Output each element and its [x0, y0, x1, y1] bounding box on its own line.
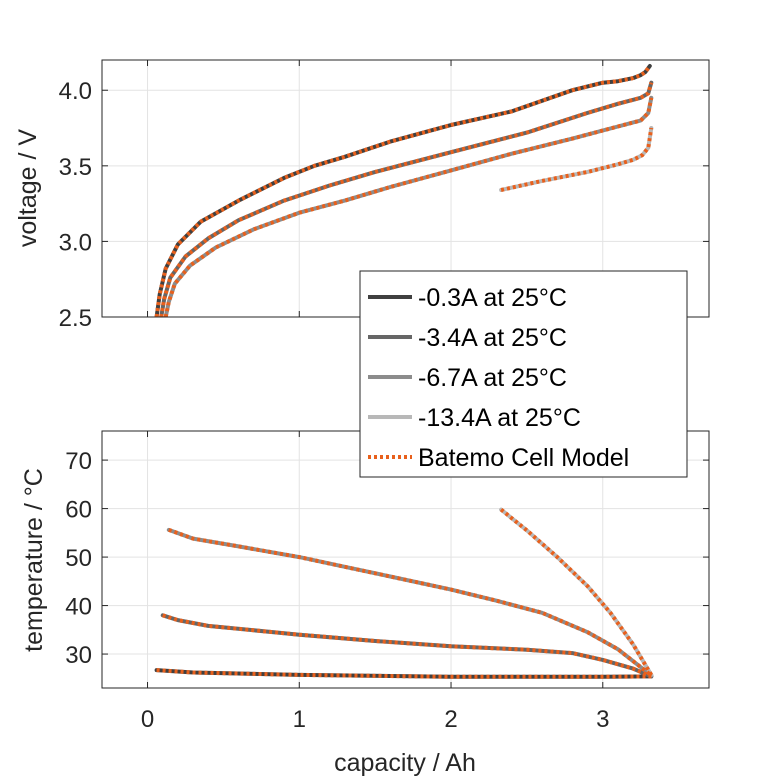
temperature-ylabel: temperature / °C: [20, 468, 48, 652]
temperature-series-group: [154, 507, 654, 679]
x-tick-label: 0: [141, 706, 154, 733]
y-tick-label: 4.0: [59, 78, 92, 105]
y-tick-label: 2.5: [59, 305, 92, 332]
y-tick-label: 3.0: [59, 229, 92, 256]
legend-label-1: -0.3A at 25°C: [418, 284, 567, 312]
model-line-4: [499, 508, 654, 676]
y-tick-label: 70: [65, 448, 92, 475]
model-line-3: [168, 528, 653, 677]
model-line-2: [159, 82, 654, 317]
voltage-series-group: [154, 64, 654, 317]
temperature-ticks: 0 1 2 3 30 40 50 60 70: [65, 431, 709, 733]
x-tick-label: 2: [444, 706, 457, 733]
temperature-plot: 0 1 2 3 30 40 50 60 70 temperature / °C capacity…: [20, 430, 710, 777]
legend-label-3: -6.7A at 25°C: [418, 364, 567, 392]
y-tick-label: 50: [65, 545, 92, 572]
legend-box: [359, 270, 688, 478]
x-tick-label: 3: [596, 706, 609, 733]
legend-label-5: Batemo Cell Model: [418, 444, 629, 472]
y-tick-label: 60: [65, 497, 92, 524]
capacity-xlabel: capacity / Ah: [334, 749, 476, 777]
legend-entries: -0.3A at 25°C -3.4A at 25°C -6.7A at 25°C -…: [368, 284, 629, 472]
legend-label-4: -13.4A at 25°C: [418, 404, 581, 432]
model-line-1: [156, 668, 652, 679]
model-line-4: [500, 127, 654, 192]
y-tick-label: 30: [65, 642, 92, 669]
y-tick-label: 40: [65, 594, 92, 621]
voltage-ylabel: voltage / V: [14, 129, 42, 247]
x-tick-label: 1: [293, 706, 306, 733]
model-line-3: [163, 97, 654, 317]
model-line-2: [162, 613, 653, 679]
y-tick-label: 3.5: [59, 154, 92, 181]
model-line-1: [154, 64, 652, 317]
legend: -0.3A at 25°C -3.4A at 25°C -6.7A at 25°C -…: [359, 270, 688, 478]
legend-label-2: -3.4A at 25°C: [418, 324, 567, 352]
